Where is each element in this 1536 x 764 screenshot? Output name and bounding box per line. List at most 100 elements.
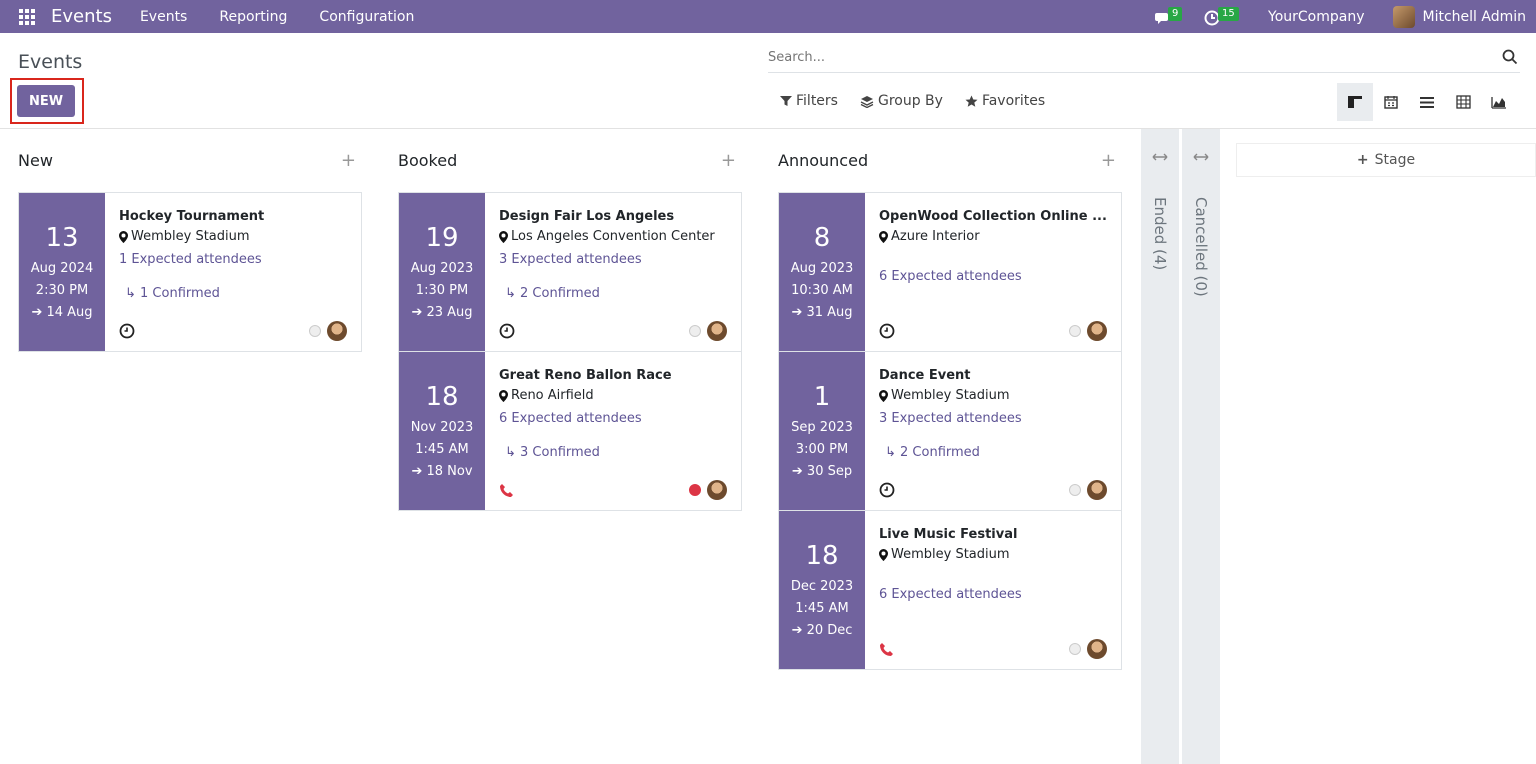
- date-month-year: Nov 2023: [410, 420, 474, 435]
- menu-reporting[interactable]: Reporting: [219, 8, 288, 25]
- add-stage-label: Stage: [1374, 152, 1416, 168]
- plus-icon[interactable]: +: [720, 149, 736, 171]
- search-input[interactable]: [768, 43, 1488, 71]
- folded-column-ended[interactable]: Ended (4): [1141, 129, 1179, 764]
- kanban-view-button[interactable]: [1337, 83, 1373, 121]
- date-end-label: 18 Nov: [426, 464, 473, 479]
- date-day: 19: [425, 223, 459, 253]
- messages-badge: 9: [1168, 6, 1183, 21]
- favorites-label: Favorites: [981, 93, 1046, 109]
- clock-icon[interactable]: [499, 323, 515, 339]
- event-location-label: Wembley Stadium: [891, 388, 1010, 403]
- expected-attendees[interactable]: 3 Expected attendees: [499, 252, 642, 267]
- folded-column-cancelled[interactable]: Cancelled (0): [1182, 129, 1220, 764]
- control-panel: Events NEW Filters Group By Favorites: [0, 33, 1536, 129]
- user-avatar[interactable]: [1392, 5, 1415, 28]
- clock-icon[interactable]: [879, 323, 895, 339]
- date-end: ➔ 31 Aug: [791, 305, 853, 320]
- event-card[interactable]: 1 Sep 2023 3:00 PM ➔ 30 Sep Dance Event …: [778, 351, 1122, 511]
- map-marker-icon: [879, 548, 888, 561]
- add-stage-button[interactable]: + Stage: [1236, 143, 1536, 177]
- groupby-dropdown[interactable]: Group By: [860, 93, 943, 109]
- plus-icon[interactable]: +: [340, 149, 356, 171]
- confirmed-attendees[interactable]: ↳ 1 Confirmed: [125, 286, 220, 301]
- plus-icon: +: [1356, 152, 1369, 168]
- avatar[interactable]: [1087, 480, 1107, 500]
- avatar[interactable]: [707, 321, 727, 341]
- expected-attendees[interactable]: 6 Expected attendees: [879, 269, 1022, 284]
- event-card[interactable]: 18 Nov 2023 1:45 AM ➔ 18 Nov Great Reno …: [398, 351, 742, 511]
- new-button[interactable]: NEW: [17, 85, 75, 117]
- kanban-state-dot[interactable]: [1069, 643, 1081, 655]
- event-card[interactable]: 18 Dec 2023 1:45 AM ➔ 20 Dec Live Music …: [778, 510, 1122, 670]
- menu-configuration[interactable]: Configuration: [319, 8, 415, 25]
- confirmed-attendees[interactable]: ↳ 2 Confirmed: [505, 286, 600, 301]
- event-location-label: Azure Interior: [891, 229, 980, 244]
- event-location: Azure Interior: [879, 229, 1121, 244]
- expected-attendees[interactable]: 1 Expected attendees: [119, 252, 262, 267]
- event-date: 18 Dec 2023 1:45 AM ➔ 20 Dec: [779, 511, 865, 669]
- expand-arrows-icon[interactable]: [1152, 149, 1168, 165]
- new-button-highlight: NEW: [10, 78, 84, 124]
- breadcrumb: Events: [18, 51, 83, 73]
- clock-icon[interactable]: [879, 482, 895, 498]
- confirmed-attendees[interactable]: ↳ 3 Confirmed: [505, 445, 600, 460]
- filters-dropdown[interactable]: Filters: [780, 93, 838, 109]
- column-title: Booked: [398, 150, 458, 170]
- avatar[interactable]: [327, 321, 347, 341]
- date-end-label: 14 Aug: [46, 305, 93, 320]
- event-card[interactable]: 8 Aug 2023 10:30 AM ➔ 31 Aug OpenWood Co…: [778, 192, 1122, 352]
- layers-icon: [860, 95, 874, 108]
- kanban-state-dot[interactable]: [689, 484, 701, 496]
- date-end: ➔ 14 Aug: [31, 305, 93, 320]
- phone-icon[interactable]: [879, 642, 894, 657]
- calendar-view-button[interactable]: [1373, 83, 1409, 121]
- column-title: New: [18, 150, 53, 170]
- kanban-state-dot[interactable]: [1069, 325, 1081, 337]
- event-card[interactable]: 19 Aug 2023 1:30 PM ➔ 23 Aug Design Fair…: [398, 192, 742, 352]
- kanban-state-dot[interactable]: [309, 325, 321, 337]
- search-icon[interactable]: [1502, 49, 1518, 65]
- date-time: 3:00 PM: [795, 442, 849, 457]
- event-location: Wembley Stadium: [879, 547, 1121, 562]
- avatar[interactable]: [1087, 639, 1107, 659]
- plus-icon[interactable]: +: [1100, 149, 1116, 171]
- menu-events[interactable]: Events: [139, 8, 188, 25]
- event-title: OpenWood Collection Online ...: [879, 209, 1107, 224]
- kanban-state-dot[interactable]: [689, 325, 701, 337]
- list-view-button[interactable]: [1409, 83, 1445, 121]
- event-date: 18 Nov 2023 1:45 AM ➔ 18 Nov: [399, 352, 485, 510]
- activities-badge: 15: [1218, 6, 1239, 21]
- expand-arrows-icon[interactable]: [1193, 149, 1209, 165]
- avatar[interactable]: [707, 480, 727, 500]
- favorites-dropdown[interactable]: Favorites: [965, 93, 1045, 109]
- app-brand[interactable]: Events: [51, 6, 112, 27]
- user-menu[interactable]: Mitchell Admin: [1422, 8, 1527, 25]
- map-marker-icon: [119, 230, 128, 243]
- company-switcher[interactable]: YourCompany: [1268, 8, 1365, 25]
- event-card[interactable]: 13 Aug 2024 2:30 PM ➔ 14 Aug Hockey Tour…: [18, 192, 362, 352]
- messages-icon[interactable]: 9: [1154, 6, 1183, 28]
- graph-view-button[interactable]: [1481, 83, 1517, 121]
- event-location: Wembley Stadium: [119, 229, 361, 244]
- expected-attendees[interactable]: 6 Expected attendees: [499, 411, 642, 426]
- expected-attendees[interactable]: 3 Expected attendees: [879, 411, 1022, 426]
- clock-icon[interactable]: [119, 323, 135, 339]
- event-title: Dance Event: [879, 368, 971, 383]
- date-day: 1: [813, 382, 831, 412]
- confirmed-attendees[interactable]: ↳ 2 Confirmed: [885, 445, 980, 460]
- expected-attendees[interactable]: 6 Expected attendees: [879, 587, 1022, 602]
- event-title: Design Fair Los Angeles: [499, 209, 675, 224]
- groupby-label: Group By: [877, 93, 943, 109]
- event-title: Great Reno Ballon Race: [499, 368, 672, 383]
- date-day: 18: [805, 541, 839, 571]
- avatar[interactable]: [1087, 321, 1107, 341]
- list-icon: [1420, 96, 1434, 108]
- activities-icon[interactable]: 15: [1204, 6, 1239, 28]
- date-end-label: 23 Aug: [426, 305, 473, 320]
- phone-icon[interactable]: [499, 483, 514, 498]
- apps-menu-icon[interactable]: [18, 8, 36, 26]
- pivot-view-button[interactable]: [1445, 83, 1481, 121]
- kanban-state-dot[interactable]: [1069, 484, 1081, 496]
- date-time: 1:45 AM: [415, 442, 469, 457]
